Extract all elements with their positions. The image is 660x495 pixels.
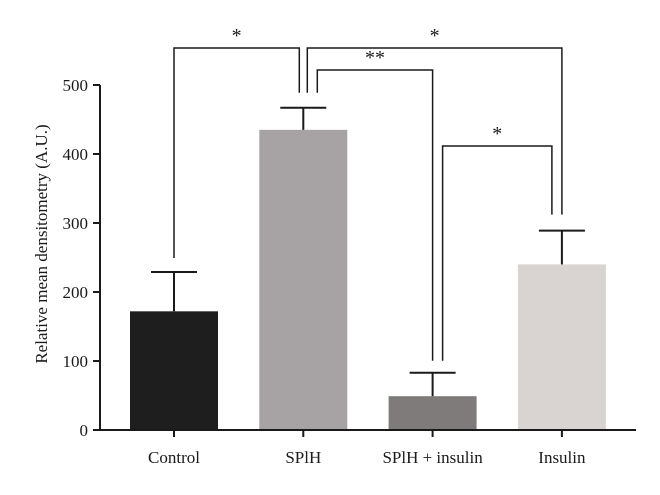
- significance-bracket: [173, 47, 301, 258]
- y-axis: 0 100 200 300 400 500: [63, 76, 101, 440]
- x-tick-label: Control: [148, 448, 200, 467]
- y-axis-label: Relative mean densitometry (A.U.): [32, 124, 51, 363]
- bar: [130, 311, 218, 430]
- y-tick-label: 500: [63, 76, 89, 95]
- bar: [259, 129, 348, 430]
- x-tick-label: SPlH + insulin: [382, 448, 483, 467]
- significance-label: **: [365, 47, 385, 69]
- bars: [130, 129, 606, 430]
- significance-brackets: * ****: [173, 25, 563, 361]
- bar: [388, 396, 477, 430]
- y-tick-label: 0: [80, 421, 89, 440]
- y-tick-label: 400: [63, 145, 89, 164]
- bar: [517, 264, 606, 430]
- significance-bracket: [306, 47, 563, 215]
- significance-label: *: [492, 123, 502, 145]
- significance-bracket: [316, 69, 434, 361]
- y-tick-label: 300: [63, 214, 89, 233]
- significance-label: *: [430, 25, 440, 47]
- error-bars: [151, 106, 585, 397]
- y-tick-label: 100: [63, 352, 89, 371]
- x-tick-label: SPlH: [285, 448, 321, 467]
- x-axis: Control SPlH SPlH + insulin Insulin: [100, 429, 636, 467]
- y-tick-label: 200: [63, 283, 89, 302]
- x-tick-label: Insulin: [538, 448, 586, 467]
- significance-label: *: [232, 25, 242, 47]
- significance-bracket: [441, 145, 553, 361]
